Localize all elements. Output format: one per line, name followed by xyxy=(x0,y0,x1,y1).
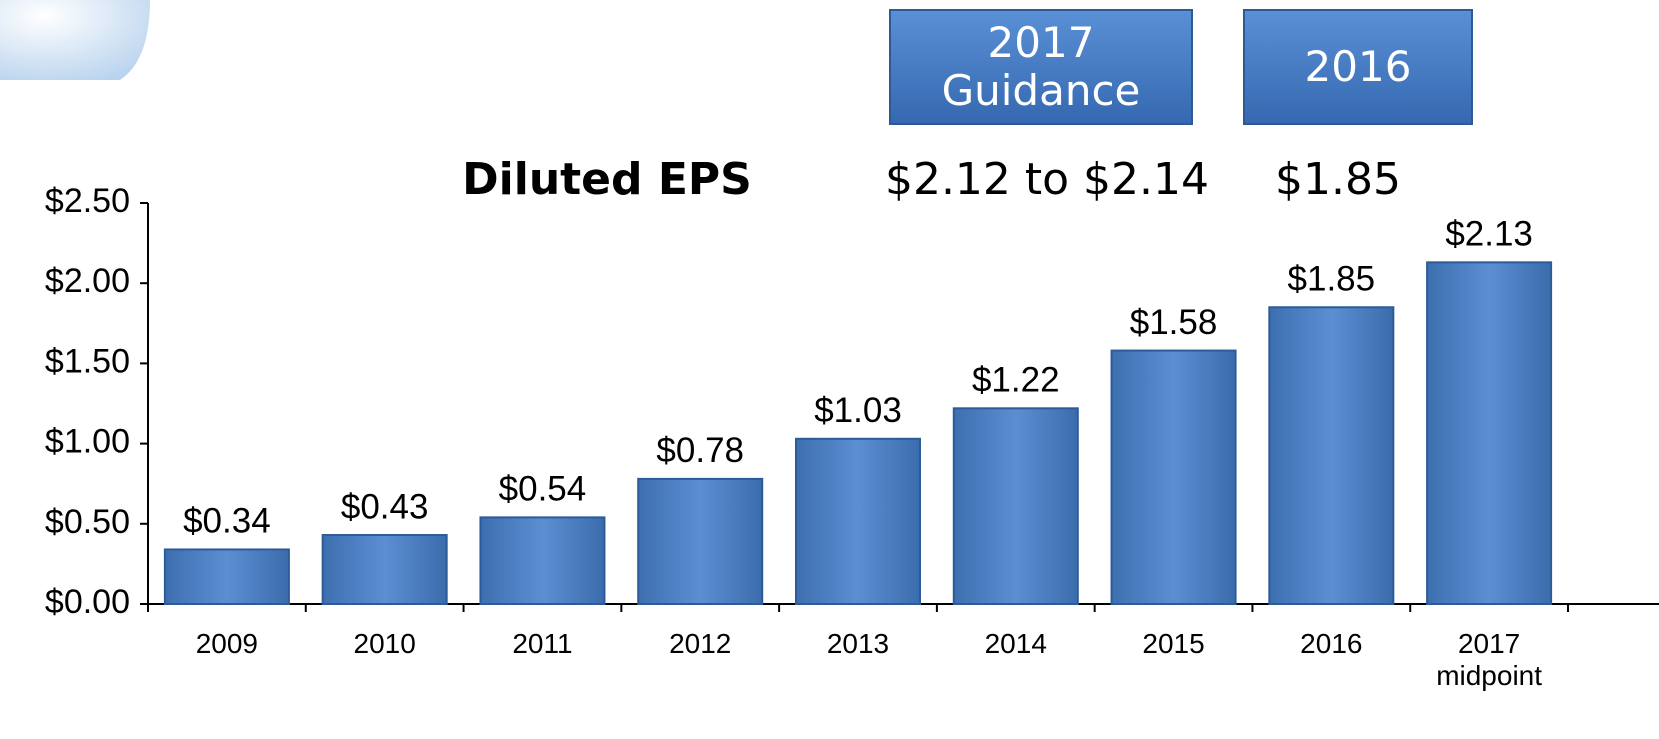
x-tick-label: 2014 xyxy=(951,628,1081,660)
bar xyxy=(954,408,1078,604)
x-tick-label: 2012 xyxy=(635,628,765,660)
guidance-value: $1.85 xyxy=(1275,154,1401,205)
value-label: $1.22 xyxy=(972,361,1060,400)
bar xyxy=(165,549,289,604)
y-tick-label: $1.00 xyxy=(45,423,130,461)
logo-globe xyxy=(0,0,150,80)
bar xyxy=(480,517,604,604)
y-tick-label: $1.50 xyxy=(45,342,130,380)
x-tick-label: 2013 xyxy=(793,628,923,660)
guidance-header: 2017 Guidance xyxy=(890,10,1192,124)
bar xyxy=(323,535,447,604)
slide: Diluted EPS $2.12 to $2.14 $1.85 $0.00 $0.5… xyxy=(0,0,1659,739)
y-tick-label: $2.00 xyxy=(45,262,130,300)
x-tick-label: 2011 xyxy=(477,628,607,660)
x-tick-label: 2009 xyxy=(162,628,292,660)
value-label: $1.85 xyxy=(1288,260,1376,299)
chart-title: Diluted EPS xyxy=(462,154,752,205)
bar xyxy=(1269,307,1393,604)
value-label: $1.58 xyxy=(1130,303,1218,342)
bar xyxy=(796,439,920,604)
y-tick-label: $0.00 xyxy=(45,583,130,621)
x-tick-label: 2016 xyxy=(1266,628,1396,660)
guidance-header: 2016 xyxy=(1244,10,1472,124)
x-tick-label: 2015 xyxy=(1109,628,1239,660)
x-tick-label: 2010 xyxy=(320,628,450,660)
value-label: $0.43 xyxy=(341,487,429,526)
value-label: $2.13 xyxy=(1445,215,1533,254)
bar xyxy=(1112,351,1236,604)
value-label: $0.78 xyxy=(656,431,744,470)
value-label: $0.54 xyxy=(499,470,587,509)
value-label: $1.03 xyxy=(814,391,902,430)
value-label: $0.34 xyxy=(183,502,271,541)
bar xyxy=(1427,262,1551,604)
guidance-value: $2.12 to $2.14 xyxy=(885,154,1209,205)
y-tick-label: $0.50 xyxy=(45,503,130,541)
x-tick-label: 2017 midpoint xyxy=(1424,628,1554,692)
bar xyxy=(638,479,762,604)
y-tick-label: $2.50 xyxy=(45,182,130,220)
